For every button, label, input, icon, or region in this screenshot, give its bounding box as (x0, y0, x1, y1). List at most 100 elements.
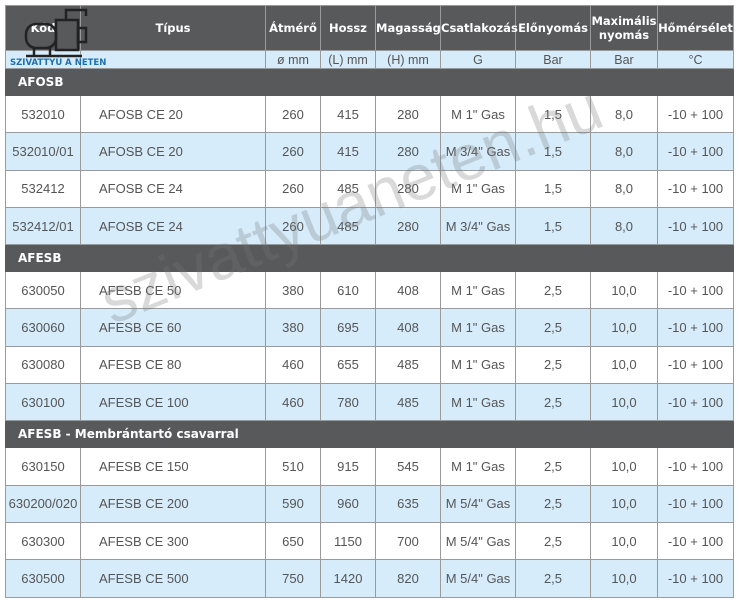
table-cell: -10 + 100 (657, 345, 734, 385)
table-cell: AFOSB CE 24 (80, 206, 266, 246)
section-header: AFOSB (5, 68, 734, 96)
table-cell: 780 (320, 383, 376, 422)
table-cell: 2,5 (515, 271, 591, 310)
table-cell: -10 + 100 (657, 559, 734, 598)
table-cell: AFESB CE 50 (80, 271, 266, 310)
table-cell: 280 (375, 169, 441, 208)
table-cell: M 1" Gas (440, 271, 516, 310)
table-cell: M 1" Gas (440, 94, 516, 134)
table-cell: M 1" Gas (440, 345, 516, 385)
table-cell: 280 (375, 206, 441, 246)
column-header: Előnyomás (515, 5, 591, 51)
table-cell: 8,0 (590, 206, 658, 246)
table-cell: 10,0 (590, 521, 658, 561)
unit-cell: Bar (590, 50, 658, 69)
table-row: 630200/020 AFESB CE 200 590 960 635 M 5/4" Ga… (5, 484, 734, 523)
table-cell: 485 (320, 206, 376, 246)
product-table: Kód Típus Átmérő Hossz Magasság Csatlakozás El… (5, 5, 734, 598)
table-cell: AFESB CE 200 (80, 484, 266, 523)
table-cell: 610 (320, 271, 376, 310)
table-cell: 260 (265, 206, 321, 246)
table-row: 532010/01 AFOSB CE 20 260 415 280 M 3/4" Gas 1… (5, 132, 734, 171)
table-row: 532412/01 AFOSB CE 24 260 485 280 M 3/4" Gas 1… (5, 206, 734, 246)
table-cell: 630300 (5, 521, 81, 561)
table-cell: 532412/01 (5, 206, 81, 246)
table-cell: 2,5 (515, 345, 591, 385)
table-cell: M 1" Gas (440, 169, 516, 208)
table-cell: -10 + 100 (657, 447, 734, 486)
table-cell: 630200/020 (5, 484, 81, 523)
section-header: AFESB - Membrántartó csavarral (5, 420, 734, 449)
table-cell: AFESB CE 150 (80, 447, 266, 486)
section-header: AFESB (5, 244, 734, 273)
pump-logo-icon (24, 8, 88, 58)
table-cell: -10 + 100 (657, 383, 734, 422)
table-cell: M 5/4" Gas (440, 559, 516, 598)
table-cell: 10,0 (590, 271, 658, 310)
table-cell: 415 (320, 132, 376, 171)
section-title: AFESB (5, 244, 734, 273)
table-row: 532412 AFOSB CE 24 260 485 280 M 1" Gas 1,5 8,0… (5, 169, 734, 208)
section-title: AFESB - Membrántartó csavarral (5, 420, 734, 449)
header-row: Kód Típus Átmérő Hossz Magasság Csatlakozás El… (5, 5, 734, 51)
column-header: Magasság (375, 5, 441, 51)
table-cell: 2,5 (515, 308, 591, 347)
table-cell: 1,5 (515, 132, 591, 171)
table-row: 630080 AFESB CE 80 460 655 485 M 1" Gas 2,5 10,… (5, 345, 734, 385)
table-cell: 590 (265, 484, 321, 523)
table-cell: 545 (375, 447, 441, 486)
table-cell: -10 + 100 (657, 308, 734, 347)
table-cell: 695 (320, 308, 376, 347)
logo-text: SZIVATTYÚ A NETEN (10, 58, 107, 68)
table-cell: 630050 (5, 271, 81, 310)
table-cell: 8,0 (590, 169, 658, 208)
table-cell: AFESB CE 80 (80, 345, 266, 385)
table-row: 630100 AFESB CE 100 460 780 485 M 1" Gas 2,5 10… (5, 383, 734, 422)
table-cell: 380 (265, 271, 321, 310)
table-cell: 10,0 (590, 447, 658, 486)
table-cell: 532010/01 (5, 132, 81, 171)
table-cell: 532412 (5, 169, 81, 208)
table-cell: 630080 (5, 345, 81, 385)
table-cell: 630500 (5, 559, 81, 598)
table-cell: 2,5 (515, 484, 591, 523)
column-header: Csatlakozás (440, 5, 518, 51)
table-cell: M 1" Gas (440, 447, 516, 486)
section-title: AFOSB (5, 68, 734, 96)
table-cell: M 1" Gas (440, 308, 516, 347)
table-cell: 260 (265, 94, 321, 134)
table-cell: 485 (375, 383, 441, 422)
table-row: 630150 AFESB CE 150 510 915 545 M 1" Gas 2,5 10… (5, 447, 734, 486)
table-cell: 630060 (5, 308, 81, 347)
table-cell: -10 + 100 (657, 521, 734, 561)
table-cell: 2,5 (515, 383, 591, 422)
table-cell: 1150 (320, 521, 376, 561)
table-cell: 460 (265, 383, 321, 422)
column-header: Maximális nyomás (590, 5, 658, 51)
table-row: 532010 AFOSB CE 20 260 415 280 M 1" Gas 1,5 8,0… (5, 94, 734, 134)
unit-cell: (L) mm (320, 50, 376, 69)
table-cell: AFESB CE 60 (80, 308, 266, 347)
table-cell: 1,5 (515, 169, 591, 208)
table-cell: -10 + 100 (657, 484, 734, 523)
table-cell: -10 + 100 (657, 206, 734, 246)
table-cell: 485 (320, 169, 376, 208)
unit-cell: G (440, 50, 516, 69)
table-cell: AFESB CE 500 (80, 559, 266, 598)
table-cell: 10,0 (590, 383, 658, 422)
table-cell: AFESB CE 100 (80, 383, 266, 422)
column-header: Átmérő (265, 5, 321, 51)
table-cell: -10 + 100 (657, 271, 734, 310)
table-cell: 2,5 (515, 447, 591, 486)
table-cell: 635 (375, 484, 441, 523)
table-cell: 415 (320, 94, 376, 134)
table-cell: 260 (265, 169, 321, 208)
table-cell: 655 (320, 345, 376, 385)
table-cell: M 5/4" Gas (440, 484, 516, 523)
table-cell: AFESB CE 300 (80, 521, 266, 561)
column-header: Hossz (320, 5, 376, 51)
table-cell: 260 (265, 132, 321, 171)
table-cell: 408 (375, 271, 441, 310)
table-cell: 8,0 (590, 94, 658, 134)
table-cell: 485 (375, 345, 441, 385)
